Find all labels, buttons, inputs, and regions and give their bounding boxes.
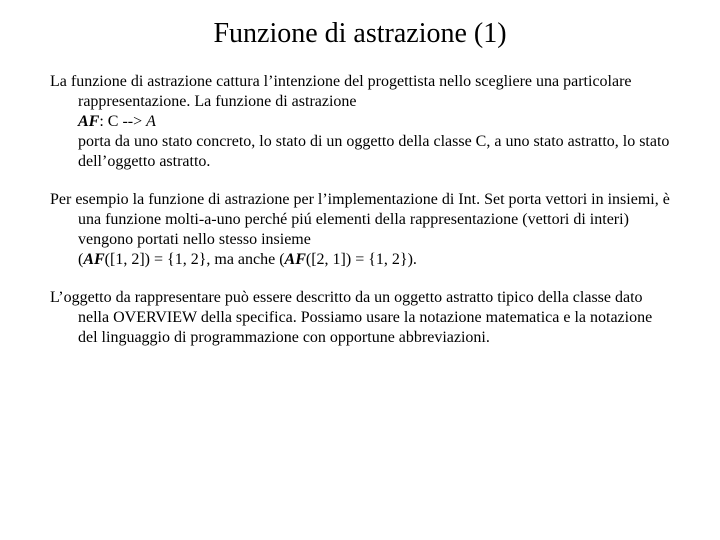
p2-text-b: ([1, 2]) = {1, 2}, ma anche (	[105, 251, 285, 268]
paragraph-3: L’oggetto da rappresentare può essere de…	[50, 288, 670, 348]
paragraph-1: La funzione di astrazione cattura l’inte…	[50, 72, 670, 172]
p1-text-c: porta da uno stato concreto, lo stato di…	[78, 133, 669, 170]
af-symbol: AF	[83, 251, 104, 268]
p1-text-b: : C -->	[99, 113, 146, 130]
af-symbol: AF	[285, 251, 306, 268]
af-symbol: AF	[78, 113, 99, 130]
slide-title: Funzione di astrazione (1)	[50, 18, 670, 50]
a-symbol: A	[146, 113, 156, 130]
p1-text-a: La funzione di astrazione cattura l’inte…	[50, 73, 632, 110]
p2-text-a: Per esempio la funzione di astrazione pe…	[50, 191, 670, 248]
p2-text-c: ([2, 1]) = {1, 2}).	[306, 251, 417, 268]
slide: Funzione di astrazione (1) La funzione d…	[0, 0, 720, 540]
paragraph-2: Per esempio la funzione di astrazione pe…	[50, 190, 670, 270]
